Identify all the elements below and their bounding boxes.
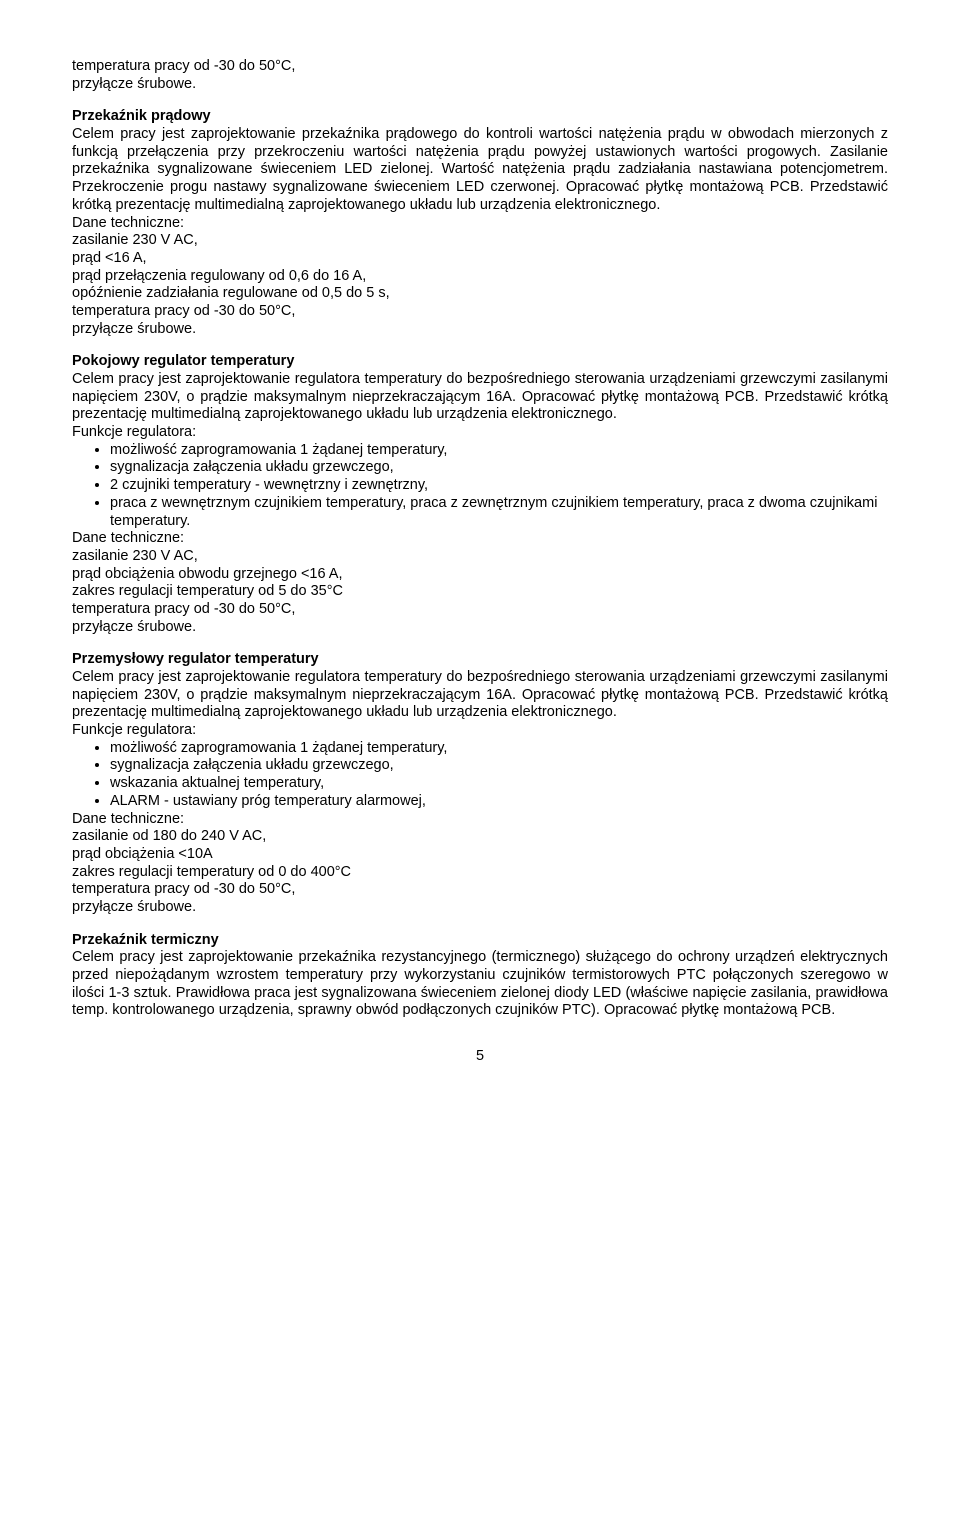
data-line: temperatura pracy od -30 do 50°C,: [72, 601, 888, 619]
section-body: Celem pracy jest zaprojektowanie regulat…: [72, 669, 888, 722]
intro-block: temperatura pracy od -30 do 50°C, przyłą…: [72, 58, 888, 93]
section-title: Przemysłowy regulator temperatury: [72, 651, 888, 669]
intro-line-1: temperatura pracy od -30 do 50°C,: [72, 58, 888, 76]
data-line: przyłącze śrubowe.: [72, 321, 888, 339]
list-item: sygnalizacja załączenia układu grzewczeg…: [110, 757, 888, 775]
section-przekaznik-termiczny: Przekaźnik termiczny Celem pracy jest za…: [72, 932, 888, 1020]
list-item: ALARM - ustawiany próg temperatury alarm…: [110, 793, 888, 811]
section-przekaznik-pradowy: Przekaźnik prądowy Celem pracy jest zapr…: [72, 108, 888, 338]
data-label: Dane techniczne:: [72, 530, 888, 548]
list-item: 2 czujniki temperatury - wewnętrzny i ze…: [110, 477, 888, 495]
section-body: Celem pracy jest zaprojektowanie regulat…: [72, 371, 888, 424]
section-przemyslowy-regulator: Przemysłowy regulator temperatury Celem …: [72, 651, 888, 916]
functions-label: Funkcje regulatora:: [72, 424, 888, 442]
data-line: opóźnienie zadziałania regulowane od 0,5…: [72, 285, 888, 303]
data-line: prąd <16 A,: [72, 250, 888, 268]
list-item: możliwość zaprogramowania 1 żądanej temp…: [110, 442, 888, 460]
data-line: prąd przełączenia regulowany od 0,6 do 1…: [72, 268, 888, 286]
data-line: temperatura pracy od -30 do 50°C,: [72, 303, 888, 321]
data-line: temperatura pracy od -30 do 50°C,: [72, 881, 888, 899]
data-line: zasilanie od 180 do 240 V AC,: [72, 828, 888, 846]
section-title: Pokojowy regulator temperatury: [72, 353, 888, 371]
data-line: zasilanie 230 V AC,: [72, 548, 888, 566]
data-line: przyłącze śrubowe.: [72, 899, 888, 917]
list-item: praca z wewnętrznym czujnikiem temperatu…: [110, 495, 888, 530]
data-line: zakres regulacji temperatury od 0 do 400…: [72, 864, 888, 882]
section-body: Celem pracy jest zaprojektowanie przekaź…: [72, 126, 888, 214]
section-title: Przekaźnik termiczny: [72, 932, 888, 950]
data-line: prąd obciążenia <10A: [72, 846, 888, 864]
data-line: prąd obciążenia obwodu grzejnego <16 A,: [72, 566, 888, 584]
section-title: Przekaźnik prądowy: [72, 108, 888, 126]
data-label: Dane techniczne:: [72, 215, 888, 233]
section-pokojowy-regulator: Pokojowy regulator temperatury Celem pra…: [72, 353, 888, 636]
intro-line-2: przyłącze śrubowe.: [72, 76, 888, 94]
list-item: wskazania aktualnej temperatury,: [110, 775, 888, 793]
section-body: Celem pracy jest zaprojektowanie przekaź…: [72, 949, 888, 1020]
list-item: sygnalizacja załączenia układu grzewczeg…: [110, 459, 888, 477]
data-label: Dane techniczne:: [72, 811, 888, 829]
data-line: zakres regulacji temperatury od 5 do 35°…: [72, 583, 888, 601]
data-line: zasilanie 230 V AC,: [72, 232, 888, 250]
functions-label: Funkcje regulatora:: [72, 722, 888, 740]
functions-list: możliwość zaprogramowania 1 żądanej temp…: [72, 740, 888, 811]
functions-list: możliwość zaprogramowania 1 żądanej temp…: [72, 442, 888, 530]
page-number: 5: [72, 1048, 888, 1066]
list-item: możliwość zaprogramowania 1 żądanej temp…: [110, 740, 888, 758]
data-line: przyłącze śrubowe.: [72, 619, 888, 637]
